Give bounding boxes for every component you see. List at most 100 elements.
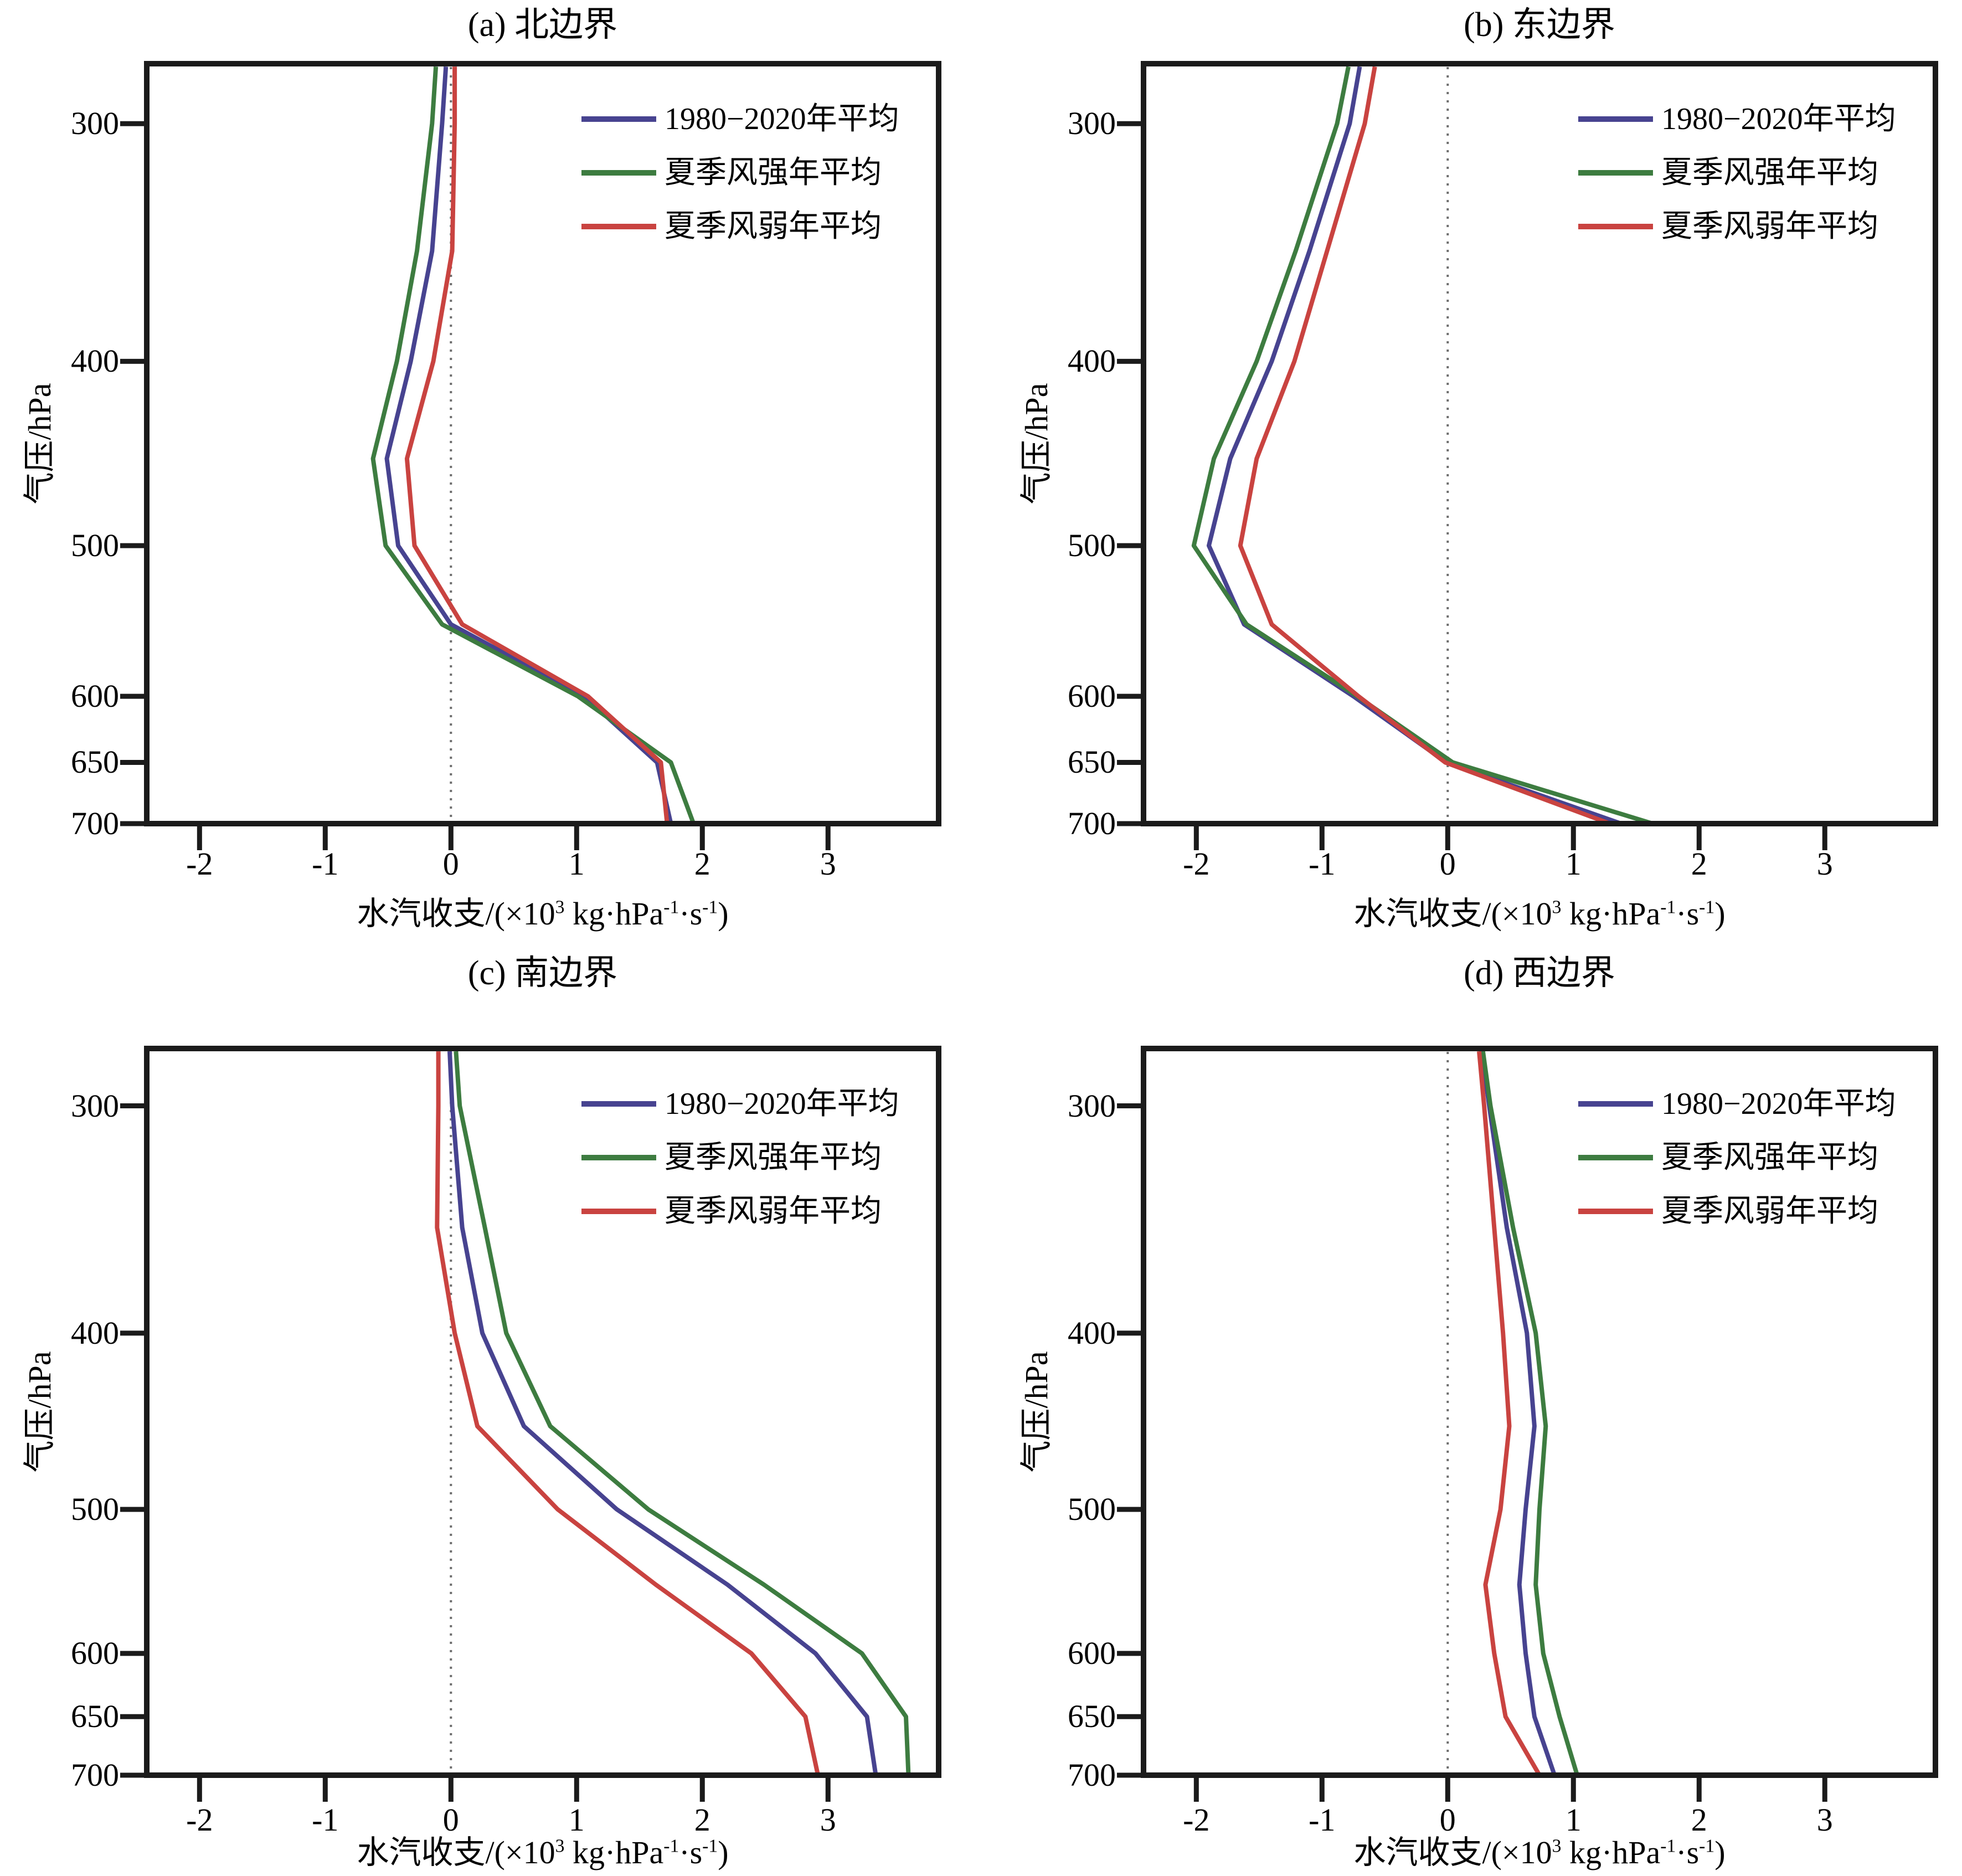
x-axis-label-superscript: 3 (555, 897, 565, 918)
y-tick-label: 650 (1068, 1698, 1116, 1735)
legend-swatch-weak (1578, 1209, 1653, 1214)
x-tick-label: 2 (694, 846, 710, 882)
x-axis-label-text: ·s (679, 1834, 703, 1870)
legend-label-strong: 夏季风强年平均 (665, 1140, 882, 1175)
x-axis-label-text: kg·hPa (1561, 1834, 1661, 1870)
series-line-weak (1477, 1051, 1542, 1777)
legend-swatch-mean (1578, 1101, 1653, 1107)
panel-a-plot (120, 61, 941, 850)
plot-border (1141, 1046, 1938, 1778)
y-axis-label: 气压/hPa (22, 383, 58, 505)
x-axis-label-text: 水汽收支/(×10 (1353, 1834, 1552, 1870)
x-axis-label-text: kg·hPa (1561, 896, 1661, 932)
y-tick-label: 400 (1068, 343, 1116, 379)
y-tick-label: 400 (1068, 1314, 1116, 1351)
x-axis-label-superscript: -1 (702, 1836, 718, 1857)
y-tick-label: 600 (1068, 1635, 1116, 1672)
legend-swatch-mean (1578, 116, 1653, 122)
y-tick-label: 500 (1068, 527, 1116, 564)
x-axis-label: 水汽收支/(×103 kg·hPa-1·s-1) (1144, 891, 1935, 937)
y-tick-label: 650 (71, 744, 119, 780)
series-line-mean (447, 1051, 878, 1776)
series-line-mean (384, 66, 673, 824)
x-tick-label: -2 (1183, 1802, 1210, 1838)
legend-swatch-strong (1578, 1155, 1653, 1160)
y-tick-label: 700 (71, 1757, 119, 1793)
x-tick-label: 1 (1565, 846, 1582, 882)
x-tick-label: 3 (1816, 1802, 1833, 1838)
legend-swatch-weak (581, 1209, 656, 1214)
x-tick-label: -1 (312, 1802, 339, 1838)
x-axis-label-text: ·s (1676, 1834, 1700, 1870)
x-tick-label: 0 (442, 846, 459, 882)
x-tick-label: 2 (1691, 846, 1707, 882)
series-line-weak (435, 1051, 821, 1776)
series-line-mean (1479, 1051, 1557, 1776)
panel-a-title: (a) 北边界 (467, 6, 618, 44)
x-axis-label-text: 水汽收支/(×10 (1353, 896, 1552, 932)
series-line-weak (404, 66, 670, 824)
y-tick-label: 600 (71, 1635, 119, 1672)
x-axis-label-text: ) (718, 896, 729, 932)
y-tick-label: 600 (1068, 678, 1116, 715)
x-axis-label: 水汽收支/(×103 kg·hPa-1·s-1) (147, 891, 939, 937)
x-tick-label: 1 (568, 1802, 585, 1838)
plot-border (144, 61, 941, 826)
series-line-strong (370, 66, 696, 825)
x-axis-label-superscript: 3 (555, 1836, 565, 1857)
x-tick-label: -2 (1183, 846, 1210, 882)
x-tick-label: 0 (1439, 846, 1456, 882)
y-tick-label: 500 (1068, 1491, 1116, 1528)
x-axis-label-superscript: -1 (663, 1836, 679, 1857)
x-axis-label-superscript: 3 (1552, 1836, 1562, 1857)
x-tick-label: -1 (1309, 1802, 1336, 1838)
y-axis-label: 气压/hPa (1018, 1351, 1054, 1473)
x-axis-label-text: 水汽收支/(×10 (357, 1834, 555, 1870)
y-tick-label: 300 (1068, 105, 1116, 142)
legend-label-strong: 夏季风强年平均 (1661, 1140, 1878, 1175)
x-axis-label-text: kg·hPa (564, 1834, 664, 1870)
x-axis-label-text: ) (718, 1834, 729, 1870)
panel-b-plot (1117, 61, 1938, 850)
legend-label-mean: 1980−2020年平均 (665, 102, 899, 136)
panel-c-title: (c) 南边界 (467, 954, 618, 992)
y-tick-label: 500 (71, 1491, 119, 1528)
x-tick-label: 0 (442, 1802, 459, 1838)
x-axis-label: 水汽收支/(×103 kg·hPa-1·s-1) (147, 1829, 939, 1876)
x-tick-label: -1 (312, 846, 339, 882)
y-axis-label: 气压/hPa (1018, 383, 1054, 505)
x-axis-label-superscript: -1 (1660, 897, 1676, 918)
x-axis-label-superscript: -1 (1699, 897, 1715, 918)
y-axis-label: 气压/hPa (22, 1351, 58, 1473)
legend-label-weak: 夏季风弱年平均 (665, 209, 882, 244)
legend-label-strong: 夏季风强年平均 (665, 156, 882, 190)
legend-swatch-strong (581, 170, 656, 176)
panel-b-title: (b) 东边界 (1464, 6, 1615, 44)
x-tick-label: -1 (1309, 846, 1336, 882)
y-tick-label: 400 (71, 1314, 119, 1351)
x-axis-label-superscript: 3 (1552, 897, 1562, 918)
x-axis-label-text: ·s (679, 896, 703, 932)
x-tick-label: 2 (694, 1802, 710, 1838)
legend-swatch-strong (1578, 170, 1653, 176)
y-tick-label: 400 (71, 343, 119, 379)
x-axis-label-text: 水汽收支/(×10 (357, 896, 555, 932)
series-line-weak (1238, 66, 1611, 826)
legend-swatch-weak (1578, 224, 1653, 229)
x-axis-label-text: kg·hPa (564, 896, 664, 932)
y-tick-label: 300 (71, 1087, 119, 1124)
series-line-strong (1480, 1051, 1579, 1776)
legend-label-mean: 1980−2020年平均 (665, 1087, 899, 1121)
panel-d-plot (1117, 1046, 1938, 1802)
legend-label-weak: 夏季风弱年平均 (1661, 1194, 1878, 1229)
series-line-mean (1207, 66, 1622, 826)
legend-swatch-mean (581, 1101, 656, 1107)
plot-border (144, 1046, 941, 1778)
x-axis-label: 水汽收支/(×103 kg·hPa-1·s-1) (1144, 1829, 1935, 1876)
series-line-strong (454, 1051, 911, 1776)
x-axis-label-superscript: -1 (1699, 1836, 1715, 1857)
x-axis-label-superscript: -1 (663, 897, 679, 918)
legend-swatch-weak (581, 224, 656, 229)
x-tick-label: -2 (186, 846, 213, 882)
